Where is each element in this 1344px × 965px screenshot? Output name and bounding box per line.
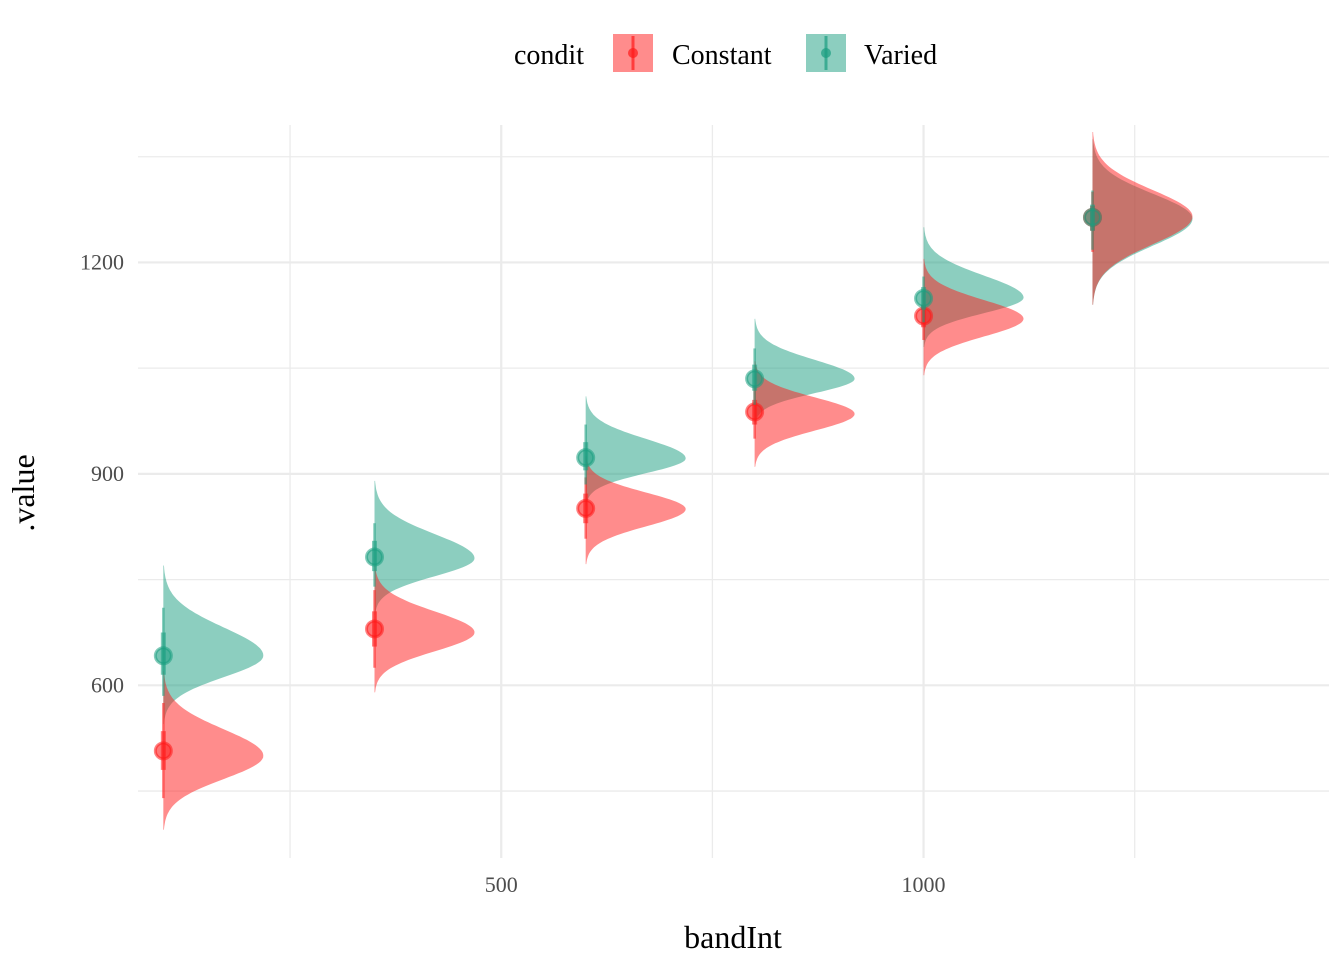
- median-point-varied: [1082, 207, 1102, 227]
- x-axis-title: bandInt: [684, 919, 782, 955]
- interval-layer: [153, 190, 1102, 799]
- density-constant: [923, 258, 1024, 376]
- legend-label-varied: Varied: [864, 40, 937, 71]
- y-axis-title: .value: [5, 454, 41, 531]
- density-constant: [585, 456, 686, 565]
- density-varied: [374, 480, 475, 615]
- median-point-varied: [914, 288, 934, 308]
- density-varied: [163, 565, 264, 725]
- x-tick-label: 500: [485, 872, 518, 897]
- legend-title: condit: [514, 40, 584, 71]
- y-tick-label: 600: [91, 672, 124, 697]
- axis-layer: 500 1000 600 900 1200: [80, 249, 946, 897]
- density-constant: [754, 361, 855, 467]
- y-tick-label: 1200: [80, 249, 124, 274]
- density-constant: [374, 565, 475, 693]
- median-point-constant: [365, 619, 385, 639]
- median-point-varied: [153, 646, 173, 666]
- legend: condit Constant Varied: [514, 34, 937, 72]
- median-point-constant: [576, 498, 596, 518]
- density-constant: [163, 671, 264, 830]
- legend-label-constant: Constant: [672, 40, 772, 71]
- density-varied: [585, 396, 686, 506]
- grid-layer: [138, 125, 1329, 858]
- density-constant: [1092, 132, 1193, 305]
- legend-key-point: [821, 48, 831, 58]
- y-tick-label: 900: [91, 461, 124, 486]
- median-point-varied: [576, 448, 596, 468]
- x-tick-label: 1000: [902, 872, 946, 897]
- median-point-varied: [365, 547, 385, 567]
- median-point-constant: [745, 402, 765, 422]
- median-point-varied: [745, 369, 765, 389]
- legend-key-point: [628, 48, 638, 58]
- median-point-constant: [153, 741, 173, 761]
- distribution-layer: [163, 132, 1193, 830]
